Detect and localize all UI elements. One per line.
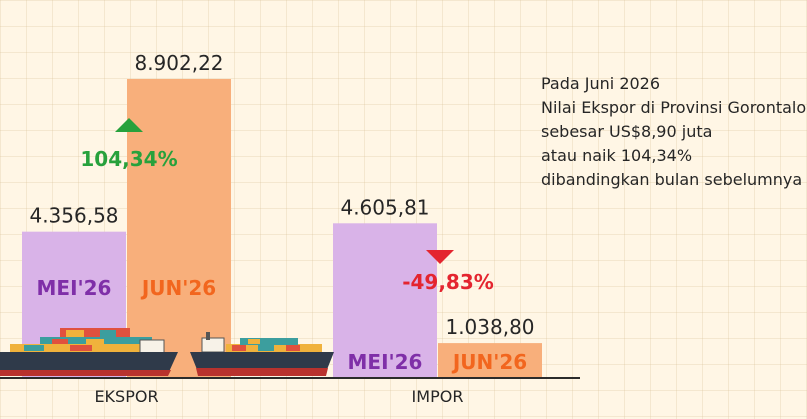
annotation-line: Pada Juni 2026 [541,74,661,93]
bar [127,79,231,378]
cargo-ship-icon-right [190,332,334,376]
annotation-line: atau naik 104,34% [541,146,693,165]
bar-value-label: 4.356,58 [29,204,118,228]
bar [438,343,542,378]
annotation-line: Nilai Ekspor di Provinsi Gorontalo [541,98,807,117]
bar-value-label: 4.605,81 [340,195,429,219]
bar-value-label: 8.902,22 [134,51,223,75]
change-label: 104,34% [80,147,177,171]
group-axis-label: EKSPOR [94,387,158,406]
bar-value-label: 1.038,80 [445,315,534,339]
down-arrow-icon [426,250,454,264]
annotation-line: sebesar US$8,90 juta [541,122,713,141]
up-arrow-icon [115,118,143,132]
bar-category-label: MEI'26 [348,350,423,374]
group-axis-label: IMPOR [412,387,464,406]
labels-layer: 4.356,58 MEI'26 8.902,22 JUN'26 104,34% EKSPO… [29,51,534,406]
annotation-text: Pada Juni 2026 Nilai Ekspor di Provinsi … [541,72,807,192]
annotation-line: dibandingkan bulan sebelumnya [541,170,803,189]
change-label: -49,83% [402,270,494,294]
bar [333,223,437,378]
bar-category-label: JUN'26 [451,350,527,374]
cargo-ship-icon-left [0,328,178,376]
bar-category-label: JUN'26 [140,276,216,300]
bars-layer [22,79,542,378]
bar-category-label: MEI'26 [37,276,112,300]
